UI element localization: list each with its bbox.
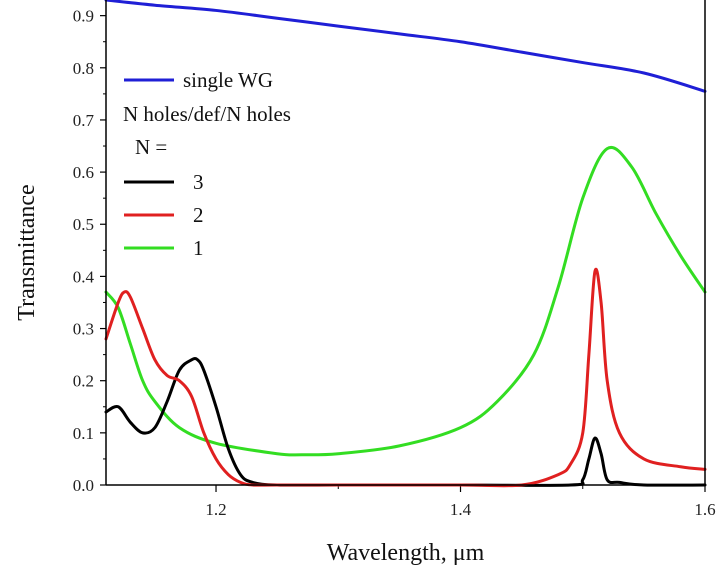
legend-label-n3: 3 xyxy=(193,170,204,194)
y-axis-ticks: 0.0 0.1 0.2 0.3 0.4 0.5 0.6 0.7 0.8 0.9 xyxy=(73,7,106,495)
y-tick-label: 0.6 xyxy=(73,163,94,182)
y-tick-label: 0.1 xyxy=(73,424,94,443)
series-line-n3 xyxy=(104,357,707,487)
y-tick-label: 0.9 xyxy=(73,7,94,26)
series-line-single-wg xyxy=(104,0,707,93)
legend-label-single-wg: single WG xyxy=(183,68,273,92)
legend-header-n: N = xyxy=(135,135,167,159)
y-tick-label: 0.8 xyxy=(73,59,94,78)
legend-label-n2: 2 xyxy=(193,203,204,227)
series-line-n2 xyxy=(104,267,707,488)
y-tick-label: 0.3 xyxy=(73,320,94,339)
y-tick-label: 0.4 xyxy=(73,267,95,286)
x-tick-label: 1.6 xyxy=(694,500,715,519)
y-tick-label: 0.5 xyxy=(73,215,94,234)
series-line-n1 xyxy=(104,145,707,457)
x-tick-label: 1.4 xyxy=(450,500,472,519)
x-axis-title: Wavelength, μm xyxy=(327,540,485,566)
legend: single WG N holes/def/N holes N = 3 2 1 xyxy=(123,68,291,260)
y-tick-label: 0.7 xyxy=(73,111,95,130)
legend-label-n1: 1 xyxy=(193,236,204,260)
y-tick-label: 0.0 xyxy=(73,476,94,495)
x-tick-label: 1.2 xyxy=(205,500,226,519)
y-tick-label: 0.2 xyxy=(73,372,94,391)
y-axis-title: Transmittance xyxy=(14,184,40,320)
legend-header-structure: N holes/def/N holes xyxy=(123,102,291,126)
x-axis-ticks: 1.2 1.4 1.6 xyxy=(205,485,716,519)
